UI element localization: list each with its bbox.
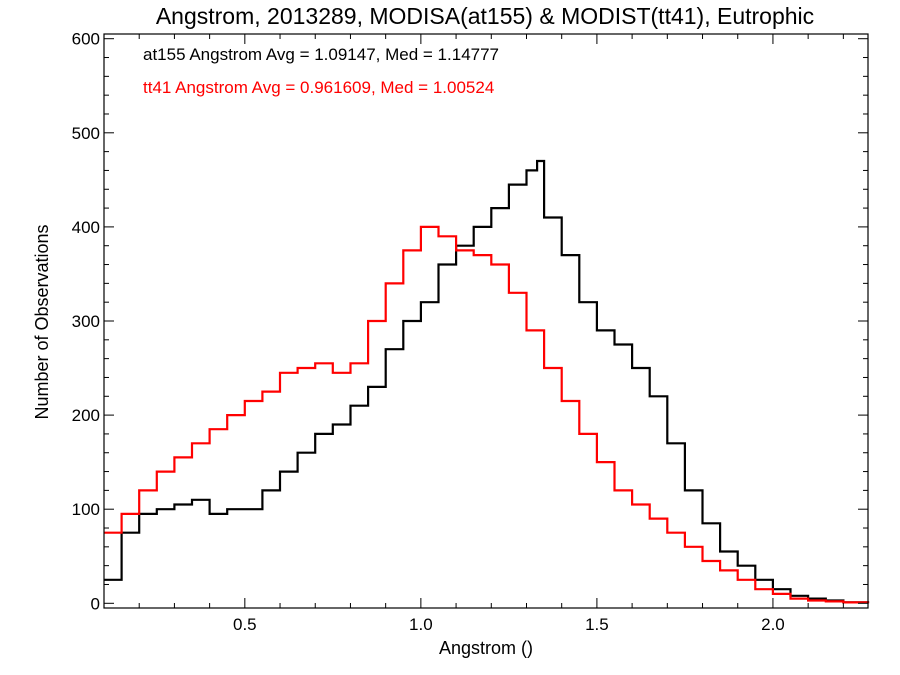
annotation-black: at155 Angstrom Avg = 1.09147, Med = 1.14… [143, 45, 499, 64]
series-line-0 [104, 159, 870, 604]
x-axis-label: Angstrom () [439, 638, 533, 658]
y-tick-label: 300 [72, 312, 100, 331]
plot-frame [103, 33, 869, 609]
annotation-red: tt41 Angstrom Avg = 0.961609, Med = 1.00… [143, 78, 494, 97]
x-tick-label: 0.5 [233, 615, 257, 634]
chart-title: Angstrom, 2013289, MODISA(at155) & MODIS… [156, 3, 814, 29]
y-tick-label: 200 [72, 406, 100, 425]
y-tick-label: 500 [72, 124, 100, 143]
x-tick-label: 2.0 [761, 615, 785, 634]
tick-layer: 0.5 1.0 1.5 2.0 0 100 200 300 400 500 600 [72, 30, 868, 634]
y-tick-label: 400 [72, 218, 100, 237]
series-line-1 [104, 225, 870, 604]
y-axis-label: Number of Observations [32, 224, 52, 419]
y-tick-label: 100 [72, 500, 100, 519]
x-tick-label: 1.5 [585, 615, 609, 634]
series-layer [104, 159, 870, 604]
y-tick-label: 0 [91, 594, 100, 613]
y-tick-label: 600 [72, 30, 100, 49]
x-tick-label: 1.0 [409, 615, 433, 634]
